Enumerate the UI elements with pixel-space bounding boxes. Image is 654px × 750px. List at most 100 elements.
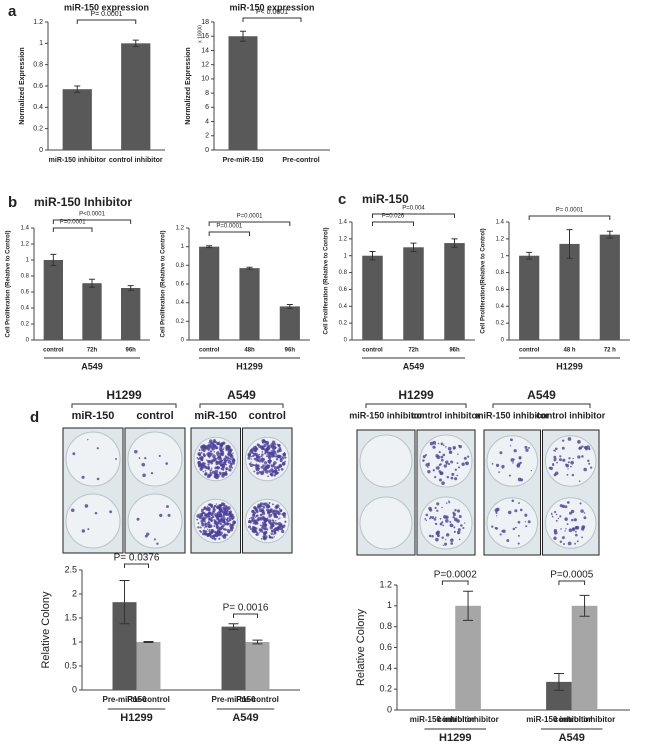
colony	[281, 462, 286, 466]
plate-well	[545, 497, 597, 549]
significance-bracket	[558, 580, 586, 585]
colony	[269, 454, 271, 457]
colony	[214, 458, 216, 460]
colony	[205, 516, 208, 519]
colony	[211, 470, 216, 475]
colony	[282, 452, 286, 457]
colony	[87, 528, 90, 531]
series-label: Pre-miR150	[102, 695, 147, 704]
colony	[567, 461, 570, 464]
colony	[511, 499, 515, 503]
colony	[221, 448, 225, 451]
colony	[270, 523, 275, 528]
colony	[229, 459, 231, 461]
colony	[578, 480, 581, 482]
colony	[276, 522, 278, 525]
colony	[461, 462, 465, 466]
y-axis-label: Relative Colony	[40, 591, 52, 669]
y-tick-label: 16	[201, 33, 209, 40]
colony	[218, 471, 222, 475]
y-tick-label: 2	[72, 588, 77, 598]
colony	[227, 506, 231, 511]
colony	[562, 458, 566, 462]
colony	[196, 518, 199, 521]
colony	[266, 528, 269, 531]
colony	[458, 514, 462, 519]
colony	[582, 526, 585, 529]
panel-label: d	[30, 409, 39, 426]
colony	[587, 459, 590, 463]
colony	[519, 508, 523, 512]
colony	[204, 462, 206, 465]
colony	[439, 463, 442, 466]
plate-column-label: miR-150 inhibitor	[349, 410, 423, 420]
colony	[498, 471, 500, 474]
colony	[225, 446, 227, 449]
colony	[436, 534, 440, 538]
colony	[266, 455, 269, 458]
colony	[260, 470, 265, 474]
colony	[213, 530, 217, 534]
colony	[524, 521, 526, 523]
significance-bracket	[52, 219, 132, 224]
error-bar	[451, 238, 458, 248]
y-multiplier: x 10000	[197, 25, 203, 43]
colony	[270, 446, 273, 448]
colony	[280, 527, 284, 531]
colony	[435, 454, 439, 458]
colony	[565, 528, 567, 530]
significance-bracket	[208, 221, 291, 226]
colony	[262, 535, 265, 538]
colony	[96, 477, 100, 481]
y-tick-label: 2	[205, 133, 209, 140]
colony	[271, 470, 275, 474]
y-tick-label: 1	[387, 600, 392, 610]
colony	[517, 520, 521, 524]
y-tick-label: 1.2	[21, 242, 30, 248]
colony	[553, 528, 558, 533]
colony	[519, 461, 522, 464]
error-bar	[228, 623, 239, 631]
colony	[442, 544, 444, 546]
x-tick-label: Pre-miR-150	[223, 157, 264, 164]
colony	[270, 464, 273, 466]
colony	[564, 530, 566, 532]
colony	[96, 447, 99, 450]
colony	[222, 534, 226, 538]
error-bar	[119, 580, 130, 625]
error-bar	[286, 304, 293, 309]
plate-group-rule	[492, 403, 591, 408]
colony	[253, 457, 257, 461]
colony	[210, 467, 213, 469]
colony	[210, 505, 212, 507]
colony	[223, 521, 226, 524]
y-tick-label: 0.6	[176, 282, 185, 288]
colony	[255, 531, 258, 534]
y-tick-label: 0.2	[176, 319, 185, 325]
colony	[445, 533, 450, 537]
p-value: P= 0.0376	[114, 553, 160, 564]
colony	[219, 449, 223, 453]
colony	[268, 505, 271, 508]
colony	[260, 538, 263, 540]
colony	[441, 506, 443, 509]
colony	[581, 455, 584, 458]
colony	[443, 515, 447, 519]
error-bar	[526, 251, 533, 260]
colony	[442, 453, 446, 457]
series-label: control inhibitor	[554, 715, 615, 724]
colony	[262, 464, 264, 466]
colony	[441, 536, 444, 539]
significance-bracket	[528, 215, 611, 220]
colony	[553, 455, 557, 459]
colony	[425, 513, 429, 517]
error-bar	[246, 266, 253, 270]
colony	[216, 454, 219, 457]
colony	[508, 474, 511, 477]
colony	[263, 517, 268, 522]
series-label: control inhibitor	[437, 715, 498, 724]
colony	[260, 466, 264, 469]
y-tick-label: 0.8	[21, 274, 30, 280]
colony	[277, 444, 281, 448]
x-axis-label: A549	[81, 361, 103, 371]
